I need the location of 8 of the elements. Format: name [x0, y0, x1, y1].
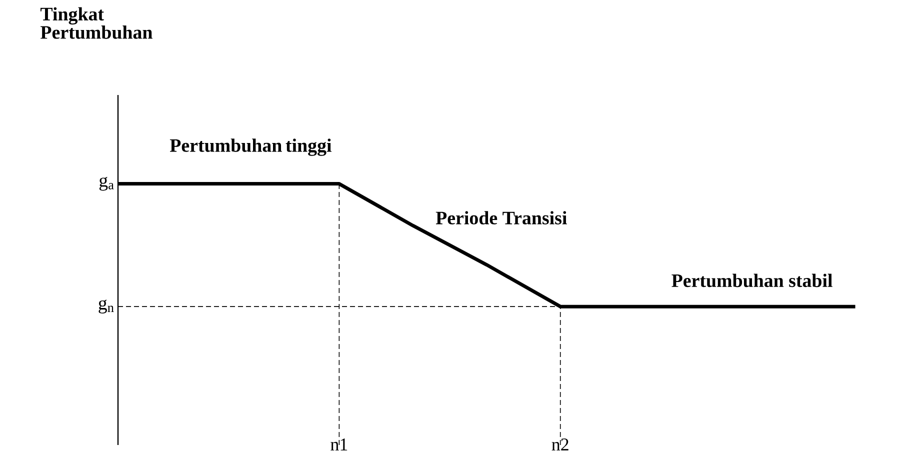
annotation: g$_{a}$	[99, 176, 114, 191]
annotation: Pertumbuhan stabil	[672, 274, 832, 288]
text: Pertumbuhan tinggi	[170, 138, 332, 156]
text: Tingkat Pertumbuhan	[40, 7, 152, 39]
annotation: Periode Transisi	[436, 211, 567, 224]
x-tick-label: n1	[330, 438, 348, 450]
annotation: g$_{n}$	[98, 300, 114, 314]
x-tick-label: n2	[552, 438, 568, 450]
